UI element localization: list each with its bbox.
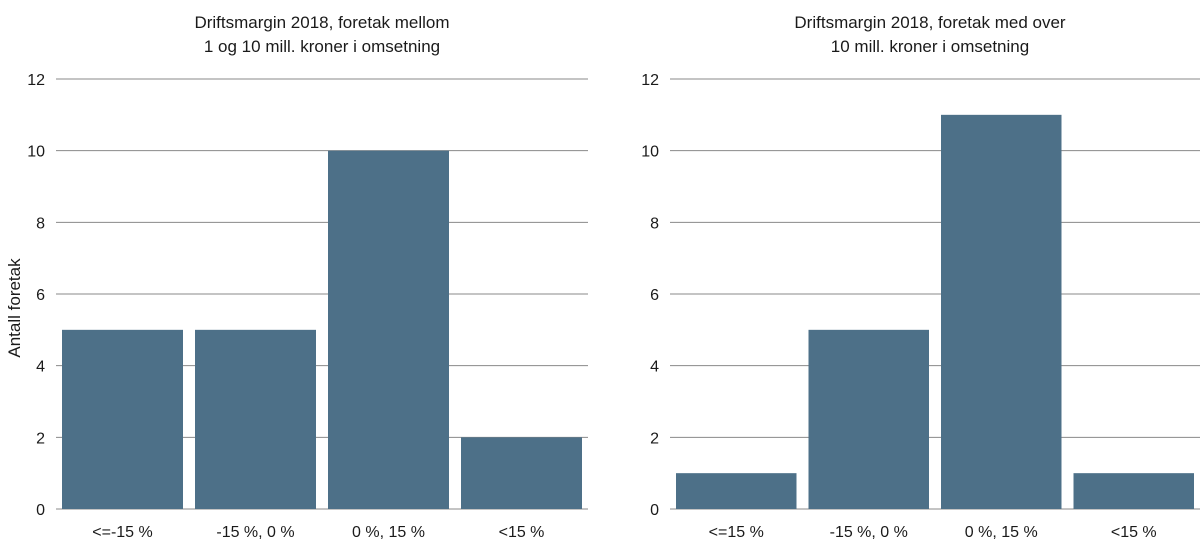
chart-2-y-tick-label: 2 xyxy=(650,430,659,447)
chart-2-y-tick-label: 6 xyxy=(650,287,659,304)
chart-1-y-tick-label: 8 xyxy=(36,215,45,232)
chart-1-x-tick-label: 0 %, 15 % xyxy=(352,524,425,541)
chart-2-bar xyxy=(941,114,1062,509)
chart-2-bar xyxy=(1073,473,1194,509)
chart-2-y-tick-label: 10 xyxy=(641,144,659,161)
chart-1-title-line-1: Driftsmargin 2018, foretak mellom xyxy=(194,13,449,32)
chart-1-y-tick-label: 4 xyxy=(36,359,45,376)
chart-1-x-tick-label: <=-15 % xyxy=(92,524,152,541)
chart-2-x-tick-label: 0 %, 15 % xyxy=(965,524,1038,541)
chart-1-x-tick-label: <15 % xyxy=(499,524,545,541)
chart-1-y-tick-label: 12 xyxy=(27,72,45,89)
chart-1-title-line-2: 1 og 10 mill. kroner i omsetning xyxy=(204,37,440,56)
chart-2-y-tick-label: 8 xyxy=(650,215,659,232)
chart-2-title-line-1: Driftsmargin 2018, foretak med over xyxy=(794,13,1066,32)
chart-1-y-tick-label: 6 xyxy=(36,287,45,304)
chart-2-bar xyxy=(676,473,797,509)
chart-2-y-tick-label: 4 xyxy=(650,359,659,376)
chart-2-bar xyxy=(808,329,929,509)
chart-1-y-tick-label: 2 xyxy=(36,430,45,447)
chart-1-bar xyxy=(62,329,183,509)
chart-2-x-tick-label: -15 %, 0 % xyxy=(830,524,908,541)
chart-2-x-tick-label: <15 % xyxy=(1111,524,1157,541)
chart-1-x-tick-label: -15 %, 0 % xyxy=(216,524,294,541)
chart-2-y-tick-label: 12 xyxy=(641,72,659,89)
chart-1-y-axis-label: Antall foretak xyxy=(5,258,24,358)
chart-1-y-tick-label: 0 xyxy=(36,502,45,519)
chart-2-title-line-2: 10 mill. kroner i omsetning xyxy=(831,37,1029,56)
chart-1-bar xyxy=(195,329,316,509)
chart-2-y-tick-label: 0 xyxy=(650,502,659,519)
chart-1-y-tick-label: 10 xyxy=(27,144,45,161)
chart-1-bar xyxy=(328,150,449,509)
chart-2-x-tick-label: <=15 % xyxy=(709,524,764,541)
chart-1-bar xyxy=(461,437,582,509)
